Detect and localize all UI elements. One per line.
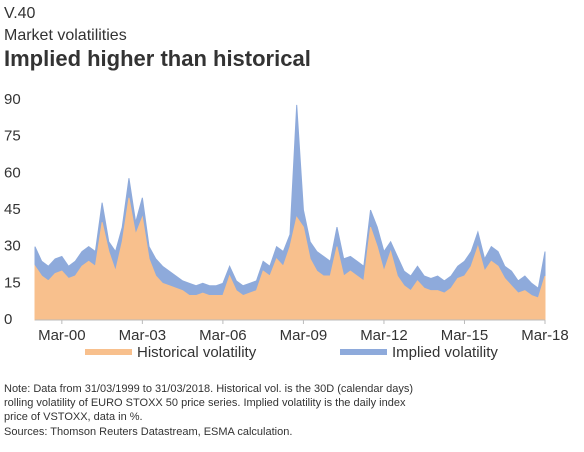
chart-title: Implied higher than historical [4, 46, 311, 71]
legend-label: Implied volatility [392, 344, 498, 361]
y-tick-label: 90 [4, 91, 21, 108]
x-tick-label: Mar-00 [38, 327, 86, 344]
figure-code: V.40 [4, 5, 36, 22]
subtitle: Market volatilities [4, 27, 127, 44]
y-tick-label: 15 [4, 274, 21, 291]
note: rolling volatility of EURO STOXX 50 pric… [4, 397, 406, 409]
x-tick-label: Mar-03 [119, 327, 167, 344]
sources: Sources: Thomson Reuters Datastream, ESM… [4, 426, 292, 438]
y-tick-label: 30 [4, 238, 21, 255]
x-tick-label: Mar-18 [521, 327, 569, 344]
note: price of VSTOXX, data in %. [4, 411, 143, 423]
x-tick-label: Mar-15 [441, 327, 489, 344]
x-tick-label: Mar-06 [199, 327, 247, 344]
x-tick-label: Mar-09 [280, 327, 328, 344]
y-tick-label: 60 [4, 164, 21, 181]
legend-label: Historical volatility [137, 344, 257, 361]
area [34, 104, 546, 321]
y-tick-label: 0 [4, 311, 12, 328]
y-tick-label: 75 [4, 128, 21, 145]
area [34, 197, 546, 321]
x-tick-label: Mar-12 [360, 327, 408, 344]
y-tick-label: 45 [4, 201, 21, 218]
note: Note: Data from 31/03/1999 to 31/03/2018… [4, 383, 413, 395]
